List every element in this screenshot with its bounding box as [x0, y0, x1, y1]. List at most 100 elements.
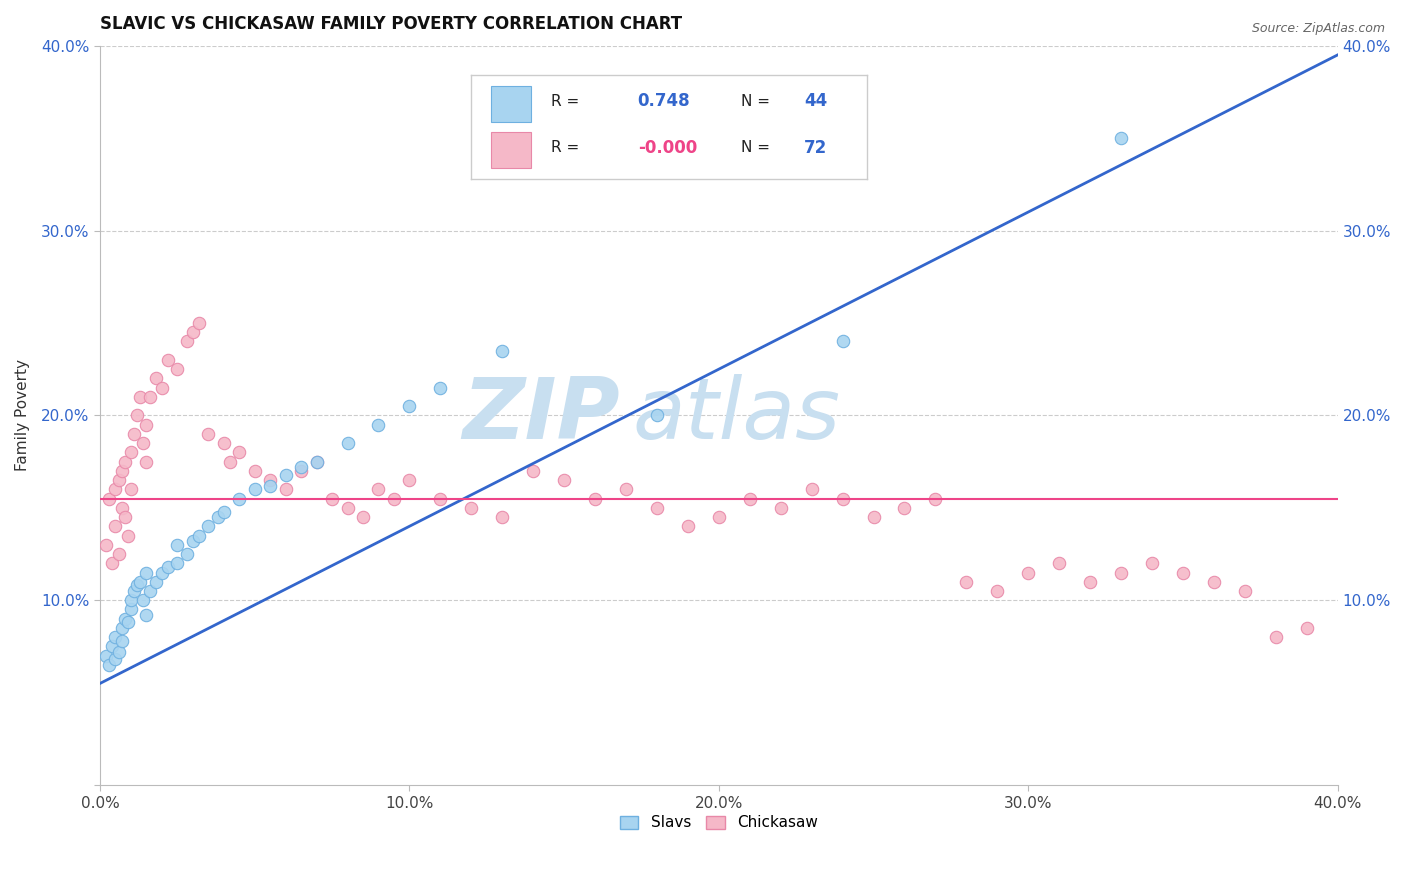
Point: [367, 417, 389, 432]
Point: [122, 426, 145, 441]
Point: [259, 478, 281, 492]
Point: [101, 640, 124, 654]
Point: [305, 454, 328, 468]
Point: [243, 464, 266, 478]
Point: [243, 483, 266, 497]
Point: [135, 607, 157, 622]
Point: [114, 612, 136, 626]
Point: [96, 648, 118, 663]
Point: [176, 334, 198, 349]
Point: [1171, 566, 1194, 580]
Text: Source: ZipAtlas.com: Source: ZipAtlas.com: [1251, 22, 1385, 36]
Point: [150, 566, 173, 580]
Point: [157, 353, 180, 368]
Point: [104, 483, 127, 497]
Point: [122, 584, 145, 599]
Point: [553, 473, 575, 487]
Point: [145, 371, 167, 385]
Point: [986, 584, 1008, 599]
Point: [583, 491, 606, 506]
Text: ZIP: ZIP: [463, 374, 620, 457]
Point: [429, 381, 451, 395]
Point: [120, 483, 142, 497]
Point: [1202, 574, 1225, 589]
Point: [138, 390, 160, 404]
Point: [135, 566, 157, 580]
Legend: Slavs, Chickasaw: Slavs, Chickasaw: [614, 809, 824, 837]
Point: [117, 528, 139, 542]
Point: [166, 556, 188, 570]
Point: [129, 390, 152, 404]
Point: [1233, 584, 1256, 599]
Point: [305, 454, 328, 468]
Point: [893, 500, 915, 515]
Point: [1078, 574, 1101, 589]
Point: [101, 556, 124, 570]
Point: [197, 426, 219, 441]
Point: [127, 578, 149, 592]
Point: [166, 538, 188, 552]
Point: [321, 491, 343, 506]
Point: [135, 454, 157, 468]
Point: [769, 500, 792, 515]
Point: [157, 560, 180, 574]
Point: [336, 500, 359, 515]
Point: [1109, 131, 1132, 145]
Point: [1047, 556, 1070, 570]
Point: [676, 519, 699, 533]
Point: [645, 409, 668, 423]
Point: [111, 634, 134, 648]
Point: [352, 510, 374, 524]
Point: [107, 547, 129, 561]
Point: [104, 519, 127, 533]
Text: SLAVIC VS CHICKASAW FAMILY POVERTY CORRELATION CHART: SLAVIC VS CHICKASAW FAMILY POVERTY CORRE…: [100, 15, 682, 33]
Point: [120, 445, 142, 459]
Point: [398, 473, 420, 487]
Point: [120, 593, 142, 607]
Point: [98, 657, 121, 672]
Point: [188, 316, 211, 330]
Point: [460, 500, 482, 515]
Point: [135, 417, 157, 432]
Point: [367, 483, 389, 497]
Point: [212, 504, 235, 518]
Point: [117, 615, 139, 630]
Point: [138, 584, 160, 599]
Point: [800, 483, 823, 497]
Point: [120, 602, 142, 616]
Point: [290, 464, 312, 478]
Point: [1017, 566, 1039, 580]
Point: [290, 460, 312, 475]
Point: [1140, 556, 1163, 570]
Point: [145, 574, 167, 589]
Point: [522, 464, 544, 478]
Point: [114, 454, 136, 468]
Point: [104, 630, 127, 644]
Point: [207, 510, 229, 524]
Point: [104, 652, 127, 666]
Point: [491, 510, 513, 524]
Point: [197, 519, 219, 533]
Point: [614, 483, 637, 497]
Point: [707, 510, 730, 524]
Point: [166, 362, 188, 376]
Point: [491, 343, 513, 358]
Point: [181, 534, 204, 549]
Point: [645, 500, 668, 515]
Point: [107, 473, 129, 487]
Point: [111, 500, 134, 515]
Point: [259, 473, 281, 487]
Point: [831, 334, 853, 349]
Text: atlas: atlas: [633, 374, 841, 457]
Point: [429, 491, 451, 506]
Point: [176, 547, 198, 561]
Point: [924, 491, 946, 506]
Point: [862, 510, 884, 524]
Point: [1264, 630, 1286, 644]
Point: [219, 454, 242, 468]
Point: [1109, 566, 1132, 580]
Point: [955, 574, 977, 589]
Point: [188, 528, 211, 542]
Point: [107, 645, 129, 659]
Point: [831, 491, 853, 506]
